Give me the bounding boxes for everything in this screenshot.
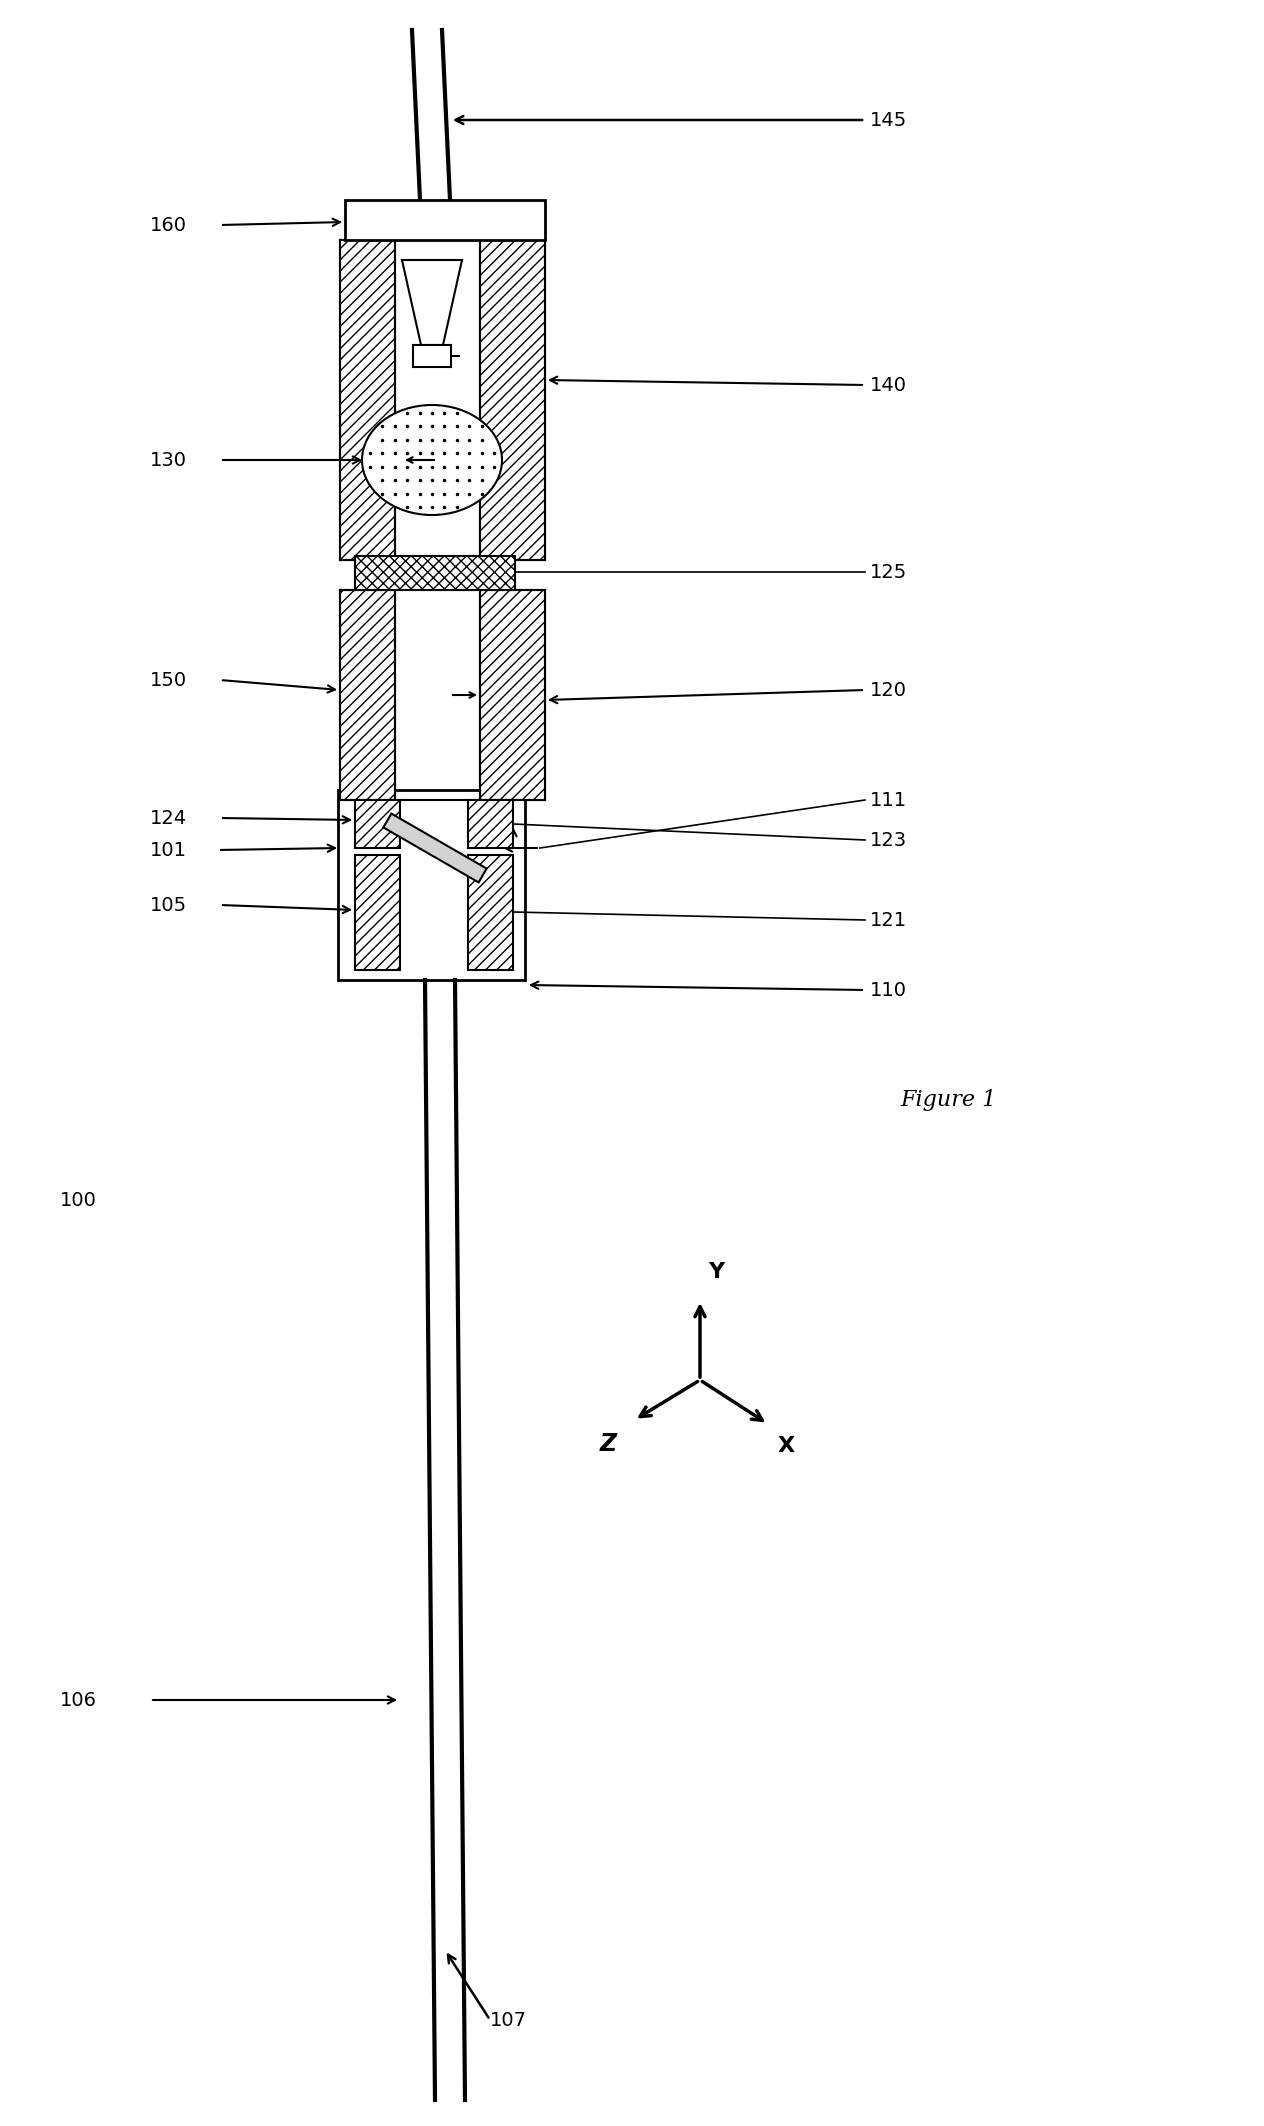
Text: 101: 101 (150, 840, 187, 859)
Text: 123: 123 (870, 831, 908, 850)
Ellipse shape (362, 404, 502, 514)
Bar (337, 791, 525, 980)
Bar (355, 855, 399, 969)
Text: Y: Y (708, 1263, 724, 1282)
Text: 106: 106 (59, 1690, 97, 1709)
Bar (413, 344, 451, 368)
Text: 107: 107 (490, 2011, 527, 2030)
Bar (340, 591, 396, 799)
Text: 140: 140 (870, 376, 908, 395)
Bar (355, 557, 514, 591)
Text: 105: 105 (150, 895, 187, 914)
Text: 121: 121 (870, 910, 908, 929)
Bar (468, 855, 513, 969)
Text: 111: 111 (870, 791, 908, 810)
Text: 145: 145 (870, 111, 908, 130)
Bar (340, 240, 396, 559)
Text: X: X (779, 1435, 795, 1456)
Text: 124: 124 (150, 808, 187, 827)
Bar (396, 591, 480, 799)
Text: 100: 100 (59, 1191, 97, 1210)
Text: 120: 120 (870, 680, 908, 699)
Text: 150: 150 (150, 670, 187, 689)
Text: 130: 130 (150, 451, 187, 470)
Bar (480, 591, 545, 799)
Text: 125: 125 (870, 563, 908, 583)
Bar (468, 799, 513, 848)
Bar (396, 240, 480, 559)
Text: 110: 110 (870, 980, 908, 999)
Bar (345, 200, 545, 240)
Text: Z: Z (599, 1433, 617, 1456)
Text: 160: 160 (150, 215, 187, 234)
Polygon shape (383, 814, 487, 882)
Text: Figure 1: Figure 1 (900, 1089, 996, 1112)
Bar (480, 240, 545, 559)
Bar (355, 799, 399, 848)
